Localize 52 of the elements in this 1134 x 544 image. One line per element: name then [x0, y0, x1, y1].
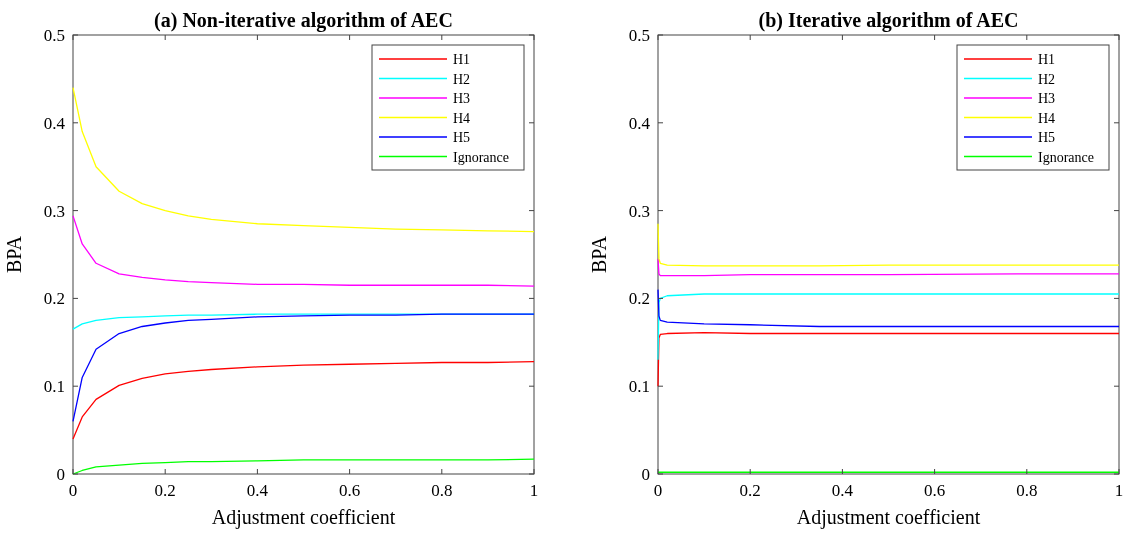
x-tick-label: 0.8 — [1016, 481, 1038, 500]
x-axis-title: Adjustment coefficient — [211, 506, 396, 529]
line-series — [657, 293, 1120, 361]
legend-label: H4 — [453, 110, 471, 126]
y-tick-label: 0.3 — [628, 201, 650, 221]
y-tick-label: 0.4 — [628, 113, 651, 133]
y-tick-label: 0.1 — [628, 377, 650, 397]
y-tick-label: 0.2 — [43, 289, 65, 309]
chart-title: (a) Non-iterative algorithm of AEC — [154, 9, 453, 32]
legend-label: H3 — [453, 91, 471, 106]
x-tick-label: 0 — [68, 481, 78, 500]
y-tick-label: 0 — [641, 465, 650, 484]
legend-label: Ignorance — [1038, 149, 1094, 165]
line-series — [657, 258, 1120, 277]
x-tick-label: 0.2 — [739, 481, 761, 500]
y-tick-label: 0 — [56, 465, 65, 484]
legend-label: H2 — [453, 71, 471, 87]
x-tick-label: 0.4 — [831, 481, 854, 500]
y-tick-label: 0.5 — [43, 26, 65, 45]
y-tick-label: 0.1 — [43, 377, 65, 397]
x-tick-label: 0.6 — [338, 481, 361, 500]
y-tick-label: 0.4 — [43, 113, 66, 133]
x-tick-label: 0.2 — [154, 481, 176, 500]
line-series — [72, 360, 535, 440]
x-tick-label: 1 — [1114, 481, 1124, 500]
line-series — [657, 331, 1120, 387]
x-tick-label: 0.8 — [431, 481, 453, 500]
y-tick-label: 0.2 — [628, 289, 650, 309]
y-tick-label: 0.3 — [43, 201, 65, 221]
legend-label: H1 — [1038, 52, 1056, 67]
line-series — [72, 87, 535, 233]
x-tick-label: 0 — [653, 481, 663, 500]
line-series — [72, 215, 535, 287]
legend-label: H1 — [453, 52, 471, 67]
line-series — [657, 288, 1120, 328]
legend-label: H4 — [1038, 110, 1056, 126]
legend-label: H5 — [1038, 130, 1056, 145]
line-series — [657, 223, 1120, 267]
x-tick-label: 0.4 — [246, 481, 269, 500]
legend-label: Ignorance — [453, 149, 509, 165]
line-series — [72, 313, 535, 422]
y-axis-title: BPA — [3, 235, 25, 274]
legend-label: H5 — [453, 130, 471, 145]
x-tick-label: 0.6 — [923, 481, 946, 500]
x-axis-title: Adjustment coefficient — [796, 506, 981, 529]
chart-title: (b) Iterative algorithm of AEC — [758, 9, 1019, 32]
y-axis-title: BPA — [588, 235, 610, 274]
line-series — [72, 458, 535, 475]
x-tick-label: 1 — [529, 481, 539, 500]
y-tick-label: 0.5 — [628, 26, 650, 45]
legend-label: H2 — [1038, 71, 1056, 87]
legend-label: H3 — [1038, 91, 1056, 106]
